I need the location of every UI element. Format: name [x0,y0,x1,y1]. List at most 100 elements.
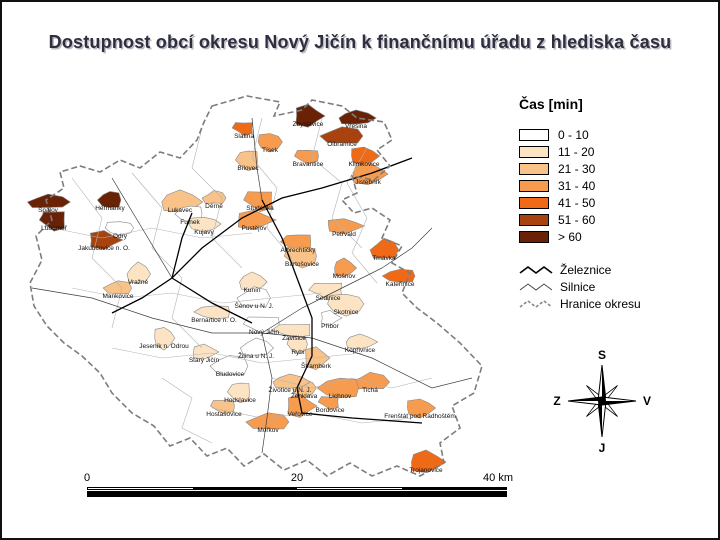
municipality-label: Příbor [321,323,340,330]
map-area: Slatina Tísek Zbyslavice Vřesina Olbramice Bí… [12,88,517,488]
legend-class-row: 31 - 40 [519,177,715,194]
municipality-area [283,246,317,269]
scale-bar: 0 20 40 km [84,472,513,498]
municipality-label: Štramberk [301,361,332,370]
page-title: Dostupnost obcí okresu Nový Jičín k fina… [48,32,672,52]
legend-class-label: 0 - 10 [558,127,589,142]
municipality-area [271,324,311,338]
municipality-label: Fulnek [180,219,200,226]
compass-west-label: Z [553,394,560,408]
compass-south-label: J [599,441,606,455]
municipality-area [245,412,290,430]
municipality-label: Bravantice [293,161,324,168]
municipality-label: Odry [113,233,128,240]
municipality-area [38,211,65,232]
legend-class-label: 11 - 20 [558,144,595,159]
legend-class-row: > 60 [519,228,715,245]
municipality-label: Tísek [262,147,279,154]
municipality-label: Děrné [205,203,223,210]
scale-bar-segments [87,487,507,490]
district-map: Slatina Tísek Zbyslavice Vřesina Olbramice Bí… [26,95,483,477]
municipality-label: Bernartice n. O. [191,317,237,324]
municipality-label: Životice u N. J. [269,385,312,394]
municipality-label: Jeseník n. Odrou [139,343,189,350]
municipal-boundaries [51,117,433,444]
municipality-area [154,327,176,351]
scale-label-end: 40 km [483,472,513,484]
municipality-label: Bílovec [237,165,259,172]
municipality-area [257,133,283,153]
legend-line-label: Železnice [560,262,612,277]
legend-swatch [519,128,549,141]
railway-symbol [519,265,553,274]
municipality-area [317,396,339,410]
compass-east-label: V [643,394,651,408]
municipality-label: Bartošovice [285,261,319,268]
municipality-label: Nový Jičín [249,329,279,336]
municipality-area [345,333,379,350]
legend-class-label: > 60 [558,229,582,244]
municipality-label: Zbyslavice [293,121,324,128]
municipality-label: Albrechtičky [280,247,316,254]
legend-heading: Čas [min] [519,96,583,112]
municipality-areas [26,103,447,474]
municipality-label: Hostašovice [206,411,242,418]
municipality-label: Lichnov [329,393,352,400]
legend-railway-row: Železnice [519,261,715,278]
legend-class-row: 0 - 10 [519,126,715,143]
municipality-label: Tichá [362,387,378,394]
legend-line-label: Silnice [560,279,596,294]
municipality-label: Slatina [234,133,254,140]
municipality-label: Bordovice [316,407,345,414]
municipality-labels: Slatina Tísek Zbyslavice Vřesina Olbramice Bí… [38,121,456,474]
municipality-label: Klimkovice [348,161,379,168]
municipality-area [295,103,326,128]
municipality-label: Jakubčovice n. O. [78,245,130,252]
legend-class-row: 11 - 20 [519,143,715,160]
municipality-area [316,377,359,399]
legend-road-row: Silnice [519,278,715,295]
municipality-area [89,230,124,251]
municipality-area [126,261,151,284]
municipality-label: Skotnice [334,309,359,316]
municipality-label: Luboměř [41,225,67,232]
municipality-area [334,257,358,278]
municipality-area [319,126,364,144]
municipality-area [96,191,122,208]
municipality-label: Mošnov [333,273,357,280]
municipality-label: Olbramice [327,141,357,148]
municipality-area [327,218,366,235]
municipality-label: Kujavy [194,229,214,236]
municipality-label: Kopřivnice [345,347,376,354]
district-boundary [29,95,483,477]
legend-swatch [519,196,549,209]
municipality-area [188,216,222,233]
municipality-label: Trojanovice [409,467,443,474]
municipality-label: Trnávka [372,255,396,262]
municipality-area [321,309,343,326]
municipality-label: Rybí [291,349,305,356]
legend-line-items: Železnice Silnice Hranice okresu [519,261,715,312]
municipality-label: Hodslavice [224,397,256,404]
municipality-label: Spálov [38,207,59,214]
legend-class-row: 51 - 60 [519,211,715,228]
municipality-area [26,193,71,208]
municipality-area [102,280,133,294]
municipality-area [407,398,437,419]
municipality-label: Starý Jičín [189,357,220,364]
municipality-area [294,149,319,165]
legend-swatch [519,213,549,226]
municipality-label: Vražné [128,279,149,286]
municipality-area [104,221,134,237]
district-boundary-symbol [519,299,553,308]
scale-label-mid: 20 [290,472,304,484]
railway-lines [111,157,423,424]
scale-label-start: 0 [84,472,91,484]
scale-bar-solid [87,491,507,497]
legend-class-row: 21 - 30 [519,160,715,177]
municipality-label: Ženklava [291,391,318,400]
municipality-label: Pustějov [242,225,268,232]
municipality-label: Mankovice [102,293,133,300]
municipality-label: Petřvald [332,231,356,238]
municipality-area [193,305,230,320]
